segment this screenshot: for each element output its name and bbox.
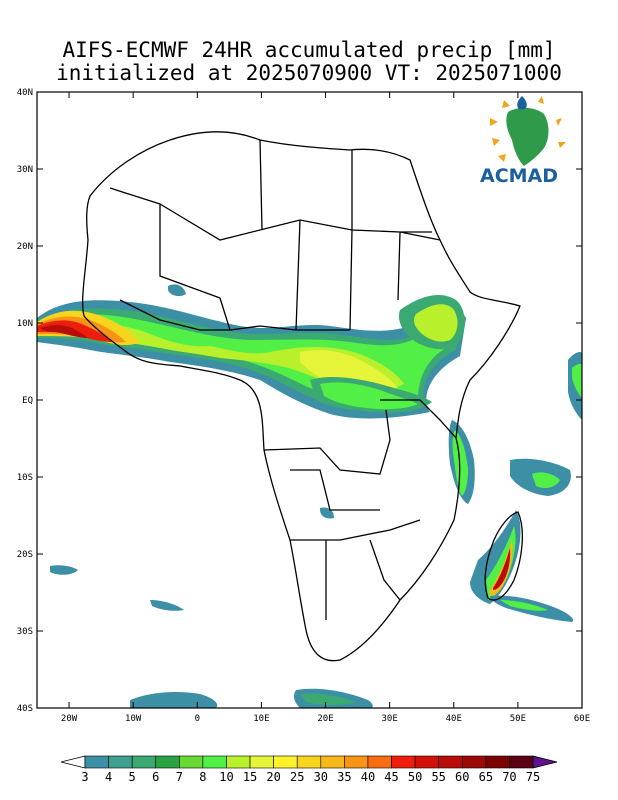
lon-label: 60E <box>574 714 590 724</box>
colorbar-swatch <box>109 756 133 768</box>
colorbar-swatch <box>415 756 439 768</box>
colorbar-label: 65 <box>479 770 493 784</box>
lon-label: 20E <box>317 714 333 724</box>
lon-label: 40E <box>446 714 462 724</box>
colorbar-swatch <box>250 756 274 768</box>
colorbar <box>61 756 557 768</box>
colorbar-label: 8 <box>199 770 206 784</box>
lon-label: 20W <box>61 714 78 724</box>
colorbar-swatch <box>321 756 345 768</box>
colorbar-swatch <box>274 756 298 768</box>
colorbar-swatch <box>439 756 463 768</box>
lat-label: 10S <box>17 473 33 483</box>
colorbar-label: 55 <box>431 770 445 784</box>
lon-label: 10W <box>125 714 142 724</box>
colorbar-swatch <box>226 756 250 768</box>
lat-label: 10N <box>17 319 33 329</box>
colorbar-swatch <box>85 756 109 768</box>
colorbar-label: 70 <box>502 770 516 784</box>
lat-label: 40N <box>17 88 33 98</box>
colorbar-label: 3 <box>81 770 88 784</box>
colorbar-labels: 3 4 5 6 7 8 10 15 20 25 30 35 40 45 50 55 60 65 70 75 <box>81 770 540 784</box>
colorbar-swatch <box>179 756 203 768</box>
lon-label: 0 <box>195 714 200 724</box>
colorbar-label: 15 <box>243 770 257 784</box>
colorbar-swatch <box>203 756 227 768</box>
colorbar-label: 7 <box>176 770 183 784</box>
lat-label: 20S <box>17 550 33 560</box>
colorbar-swatch <box>344 756 368 768</box>
colorbar-label: 20 <box>266 770 280 784</box>
colorbar-swatch <box>156 756 180 768</box>
lat-label: 40S <box>17 704 33 714</box>
lat-label: 30S <box>17 627 33 637</box>
precip-field <box>37 284 582 708</box>
colorbar-swatch <box>132 756 156 768</box>
lat-label: 20N <box>17 242 33 252</box>
water-drop-icon <box>517 96 527 110</box>
colorbar-swatch <box>462 756 486 768</box>
africa-silhouette-icon <box>506 108 548 166</box>
longitude-labels: 20W 10W 0 10E 20E 30E 40E 50E 60E <box>61 714 590 724</box>
colorbar-label: 6 <box>152 770 159 784</box>
lon-label: 50E <box>510 714 526 724</box>
lon-label: 30E <box>382 714 398 724</box>
colorbar-label: 40 <box>361 770 375 784</box>
latitude-labels: 40N 30N 20N 10N EQ 10S 20S 30S 40S <box>17 88 33 714</box>
colorbar-swatch <box>392 756 416 768</box>
colorbar-label: 30 <box>314 770 328 784</box>
colorbar-label: 75 <box>526 770 540 784</box>
lat-label: 30N <box>17 165 33 175</box>
colorbar-label: 60 <box>455 770 469 784</box>
colorbar-swatch <box>533 756 557 768</box>
lat-label: EQ <box>22 396 33 406</box>
colorbar-swatch <box>297 756 321 768</box>
colorbar-label: 45 <box>384 770 398 784</box>
colorbar-label: 50 <box>408 770 422 784</box>
colorbar-label: 25 <box>290 770 304 784</box>
acmad-logo: ACMAD <box>480 96 566 187</box>
colorbar-label: 5 <box>129 770 136 784</box>
lon-label: 10E <box>253 714 269 724</box>
colorbar-label: 35 <box>337 770 351 784</box>
colorbar-label: 10 <box>219 770 233 784</box>
colorbar-swatch <box>61 756 85 768</box>
colorbar-label: 4 <box>105 770 112 784</box>
colorbar-swatch <box>368 756 392 768</box>
colorbar-swatch <box>486 756 510 768</box>
acmad-logo-text: ACMAD <box>480 165 558 187</box>
colorbar-swatch <box>509 756 533 768</box>
